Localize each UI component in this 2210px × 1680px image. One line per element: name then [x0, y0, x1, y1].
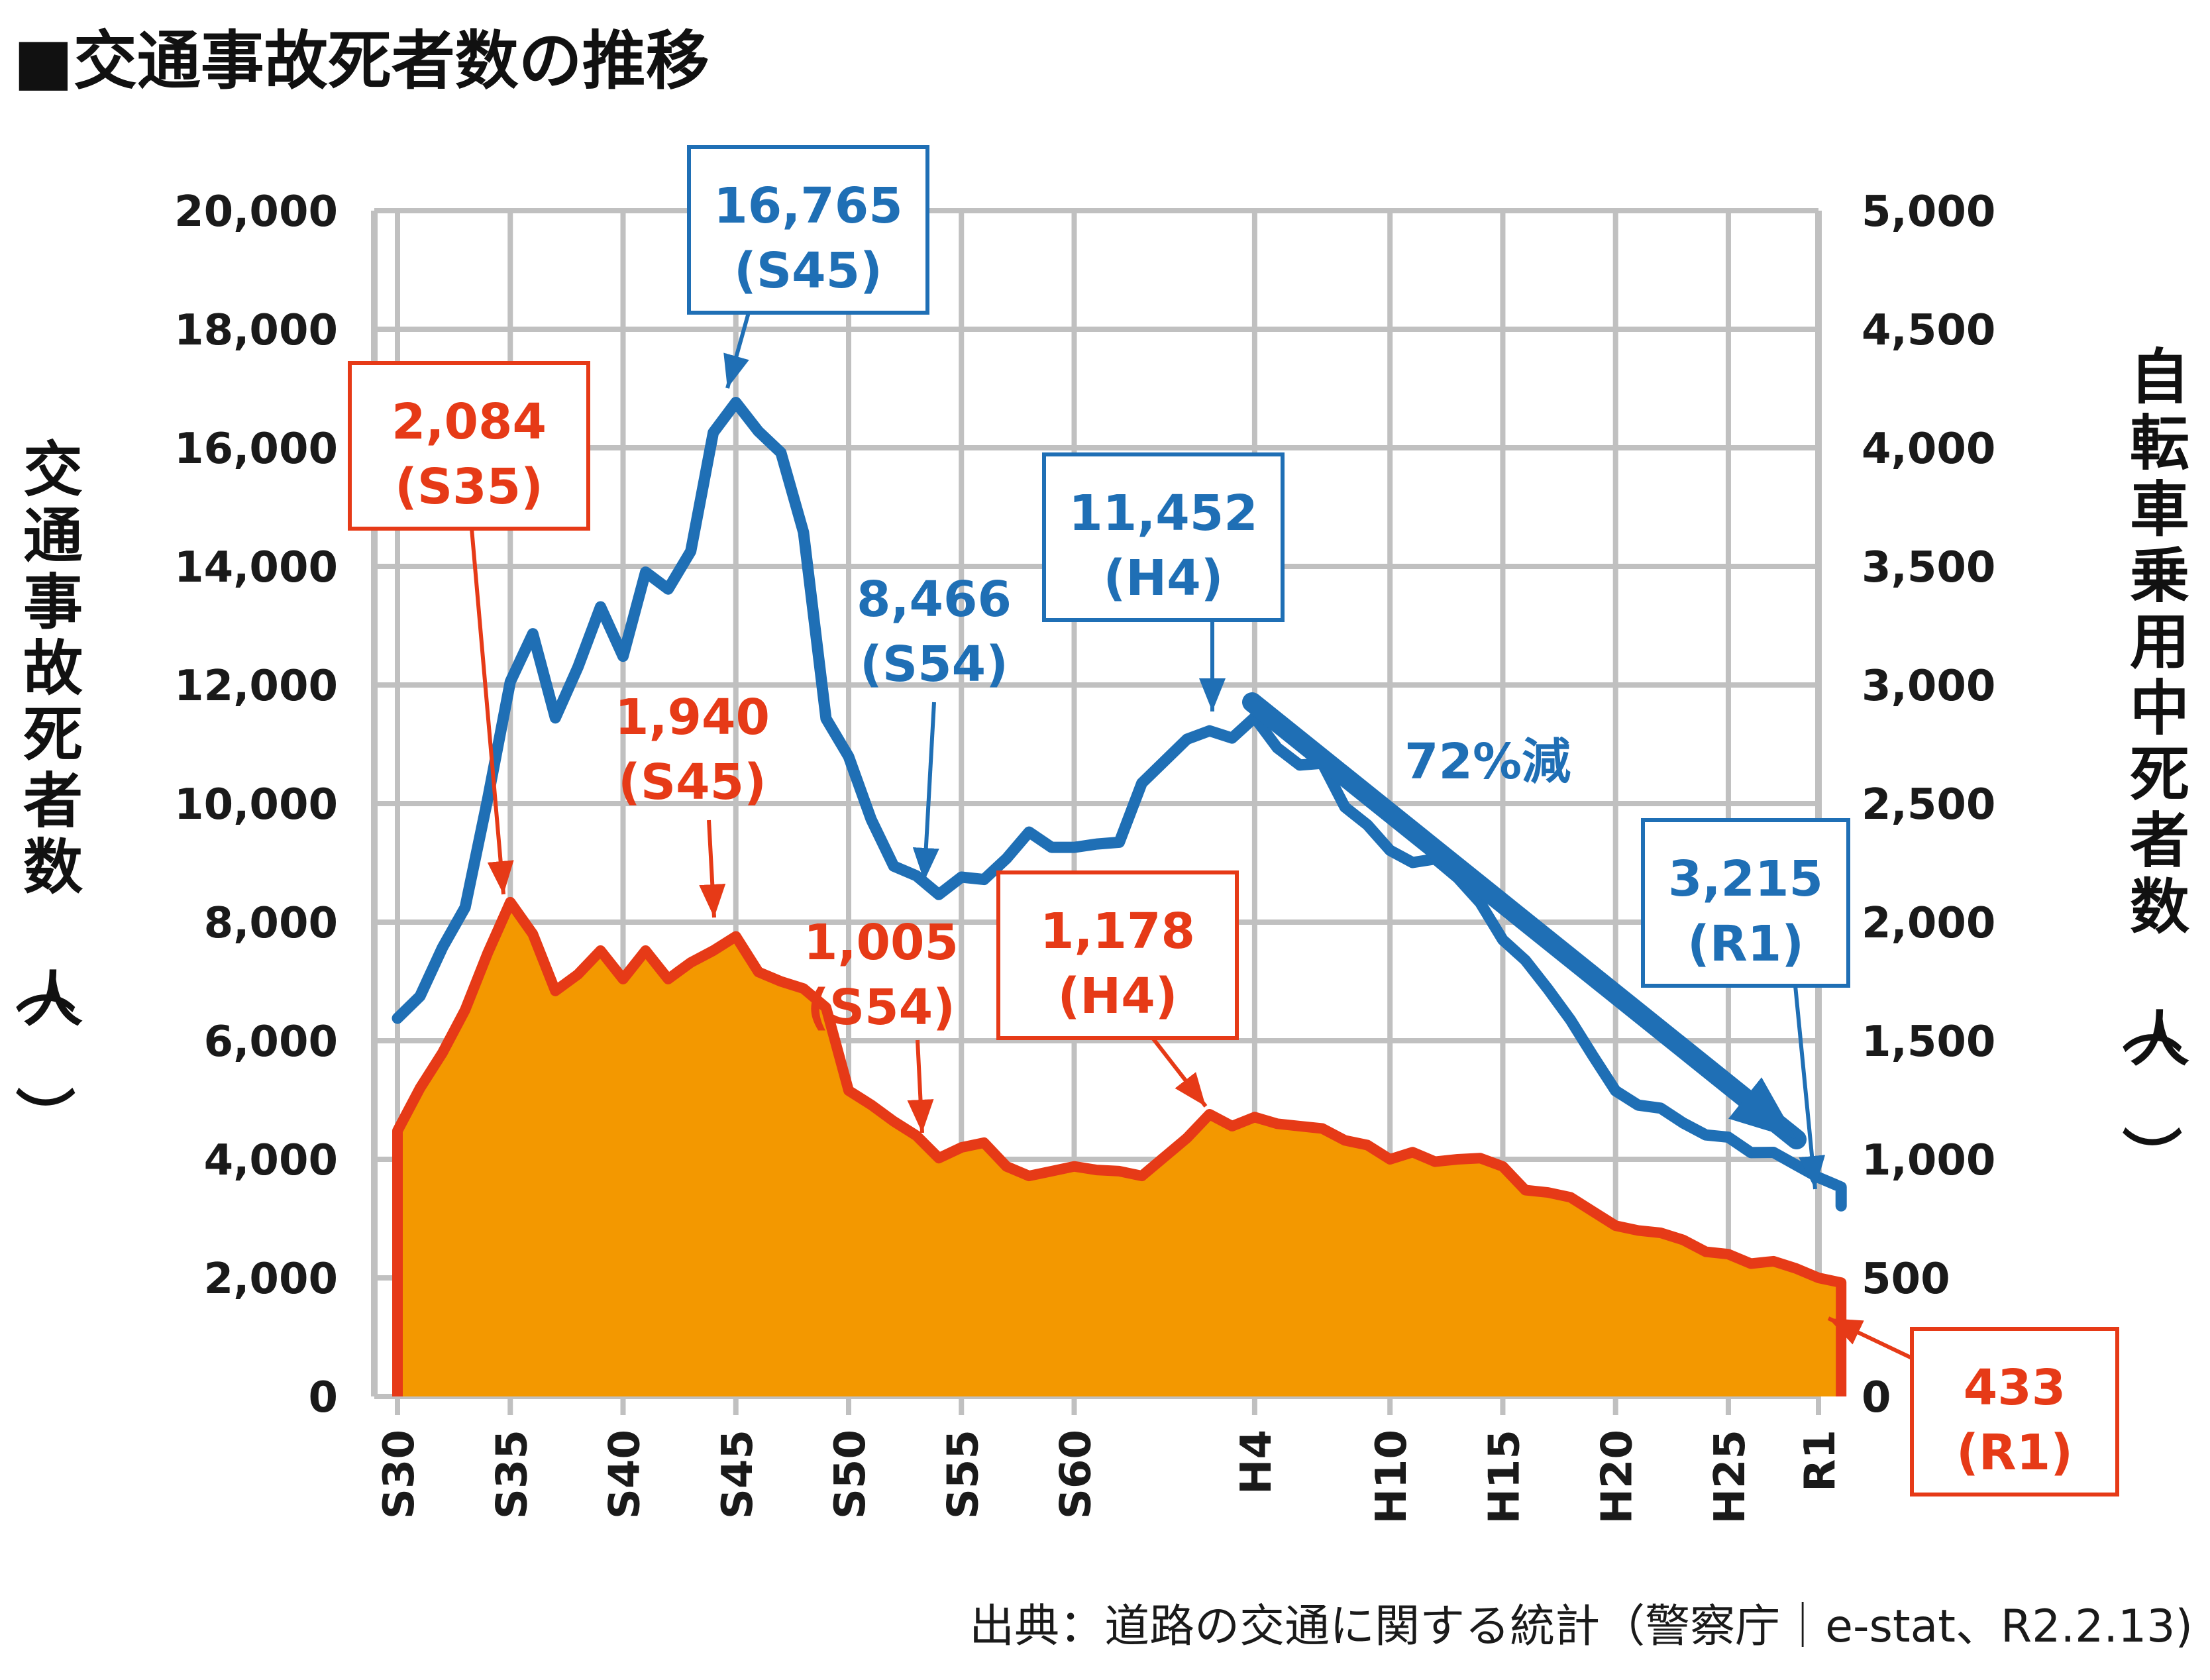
x-tick-label: S30 — [375, 1430, 424, 1519]
right-tick-label: 2,000 — [1862, 899, 1995, 948]
bicycle-line — [392, 896, 1847, 1396]
right-tick-label: 1,500 — [1862, 1018, 1995, 1067]
left-tick-label: 0 — [308, 1373, 338, 1422]
callout-era: (S45) — [618, 754, 766, 811]
traffic-deaths-series — [392, 397, 1847, 1212]
callout-box — [996, 870, 1239, 1040]
x-tick-label: H4 — [1232, 1430, 1281, 1495]
left-tick-label: 14,000 — [174, 543, 338, 592]
x-tick-label: S60 — [1052, 1430, 1101, 1519]
right-tick-label: 1,000 — [1862, 1136, 1995, 1185]
right-axis-ticks: 0 500 1,000 1,500 2,000 2,500 3,000 3,500 4,000 4… — [1862, 187, 1995, 1422]
axis-titles: 交通事故死者数（人） 自転車乗用中死者数（人） — [9, 342, 2189, 1186]
left-tick-label: 8,000 — [204, 899, 338, 948]
x-tick-label: H20 — [1593, 1430, 1642, 1524]
x-tick-label: H10 — [1367, 1430, 1416, 1524]
callout-arrow — [1793, 985, 1826, 1190]
left-tick-label: 18,000 — [174, 306, 338, 355]
callout-value: 3,215 — [1668, 851, 1823, 908]
callout-box — [1042, 452, 1285, 622]
left-axis-ticks: 0 2,000 4,000 6,000 8,000 10,000 12,000 14,000 1… — [174, 187, 338, 1422]
left-tick-label: 12,000 — [174, 662, 338, 711]
right-tick-label: 4,500 — [1862, 306, 1995, 355]
x-tick-label: H25 — [1706, 1430, 1755, 1524]
trend-arrow-line — [1242, 692, 1807, 1149]
callout-era: (H4) — [1103, 550, 1223, 607]
callout-era: (S54) — [860, 636, 1008, 693]
right-tick-label: 500 — [1862, 1255, 1950, 1304]
traffic-deaths-line — [392, 397, 1847, 1212]
x-tick-label: S35 — [488, 1430, 537, 1519]
callout-value: 1,178 — [1040, 903, 1195, 960]
x-tick-label: S55 — [939, 1430, 988, 1519]
callout-era: (S54) — [807, 979, 955, 1036]
callout-value: 2,084 — [392, 394, 547, 450]
callout-value: 16,765 — [713, 178, 903, 235]
right-tick-label: 2,500 — [1862, 780, 1995, 829]
callout-arrow — [470, 528, 514, 895]
annotations: 16,765 (S45) 8,466 (S54) 11,452 (H4) 3,215 (R1)… — [348, 145, 2119, 1496]
callout-era: (S35) — [395, 458, 543, 515]
callout-value: 433 — [1964, 1359, 2066, 1416]
callout-box — [1910, 1327, 2119, 1496]
callout-era: (S45) — [734, 242, 882, 299]
left-tick-label: 16,000 — [174, 425, 338, 474]
callout-era: (R1) — [1956, 1424, 2073, 1481]
callout-box — [687, 145, 929, 315]
callout-value: 11,452 — [1069, 485, 1258, 542]
trend-label: 72%減 — [1404, 733, 1571, 790]
callout-value: 8,466 — [857, 571, 1012, 628]
x-tick-label: S40 — [601, 1430, 650, 1519]
right-tick-label: 4,000 — [1862, 425, 1995, 474]
callout-arrow — [1827, 1316, 1913, 1360]
callout-arrow — [723, 312, 751, 389]
left-axis-title: 交通事故死者数（人） — [9, 435, 83, 1146]
x-tick-label: S50 — [826, 1430, 875, 1519]
left-tick-label: 10,000 — [174, 780, 338, 829]
left-tick-label: 4,000 — [204, 1136, 338, 1185]
callout-era: (H4) — [1057, 968, 1177, 1025]
callout-value: 1,005 — [804, 914, 959, 971]
right-tick-label: 3,500 — [1862, 543, 1995, 592]
bicycle-deaths-series — [392, 896, 1847, 1396]
source-note: 出典：道路の交通に関する統計（警察庁｜e-stat、R2.2.13) — [969, 1601, 2193, 1653]
bicycle-area-fill — [397, 902, 1842, 1396]
chart-title: ■交通事故死者数の推移 — [13, 24, 710, 98]
left-tick-label: 2,000 — [204, 1255, 338, 1304]
left-tick-label: 6,000 — [204, 1018, 338, 1067]
x-tick-label: H15 — [1480, 1430, 1529, 1524]
right-tick-label: 5,000 — [1862, 187, 1995, 236]
x-tick-label: R1 — [1796, 1430, 1845, 1492]
callout-era: (R1) — [1687, 916, 1804, 972]
callout-arrow — [912, 702, 939, 882]
right-tick-label: 3,000 — [1862, 662, 1995, 711]
callout-arrow — [699, 819, 726, 918]
right-axis-title: 自転車乗用中死者数（人） — [2115, 342, 2189, 1186]
trend-arrow: 72%減 — [1242, 692, 1807, 1149]
callout-box — [348, 361, 590, 531]
x-axis-ticks: S30 S35 S40 S45 S50 S55 S60 H4 H10 H15 H20 H25 R1 — [375, 1430, 1845, 1524]
x-tick-label: S45 — [713, 1430, 763, 1519]
callout-box — [1641, 818, 1850, 988]
callout-value: 1,940 — [615, 689, 770, 746]
callout-arrow — [1151, 1037, 1208, 1108]
callout-arrow — [907, 1039, 934, 1133]
left-tick-label: 20,000 — [174, 187, 338, 236]
right-tick-label: 0 — [1862, 1373, 1891, 1422]
